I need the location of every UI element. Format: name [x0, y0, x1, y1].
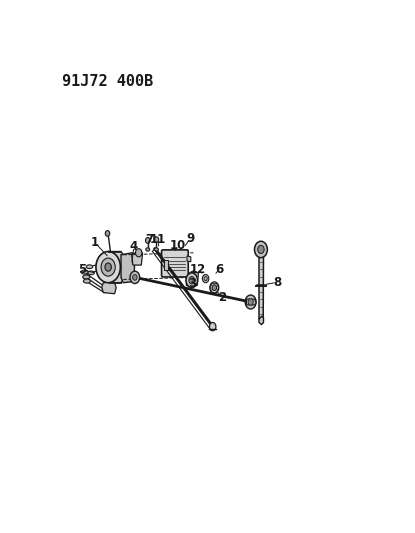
- Polygon shape: [259, 317, 264, 325]
- Text: 9: 9: [186, 232, 194, 245]
- Text: 2: 2: [218, 290, 227, 304]
- Circle shape: [212, 285, 217, 290]
- Polygon shape: [121, 253, 135, 282]
- Polygon shape: [102, 282, 116, 294]
- Text: 8: 8: [273, 276, 281, 289]
- Text: 11: 11: [150, 233, 166, 246]
- Circle shape: [210, 282, 219, 293]
- Text: 1: 1: [90, 236, 99, 249]
- Circle shape: [186, 273, 198, 288]
- Circle shape: [210, 322, 216, 330]
- Circle shape: [133, 274, 137, 280]
- Polygon shape: [187, 256, 191, 262]
- Text: 6: 6: [215, 263, 223, 276]
- Text: 91J72 400B: 91J72 400B: [61, 74, 153, 89]
- Text: 5: 5: [78, 263, 87, 277]
- Circle shape: [96, 252, 120, 282]
- Ellipse shape: [88, 271, 94, 274]
- Ellipse shape: [154, 248, 159, 251]
- Text: 3: 3: [188, 277, 196, 289]
- Circle shape: [154, 237, 159, 243]
- Polygon shape: [186, 271, 198, 286]
- Polygon shape: [259, 254, 264, 320]
- Circle shape: [203, 274, 209, 282]
- Text: 12: 12: [190, 263, 206, 277]
- Circle shape: [254, 241, 267, 257]
- Ellipse shape: [83, 279, 90, 283]
- Circle shape: [136, 248, 142, 257]
- Circle shape: [248, 298, 253, 305]
- Ellipse shape: [83, 275, 90, 279]
- Circle shape: [130, 271, 140, 284]
- Polygon shape: [247, 299, 256, 305]
- Polygon shape: [132, 250, 143, 265]
- FancyBboxPatch shape: [161, 250, 188, 277]
- Ellipse shape: [86, 265, 93, 269]
- Text: 7: 7: [145, 233, 154, 246]
- Circle shape: [189, 277, 195, 284]
- Bar: [164, 260, 168, 270]
- Circle shape: [146, 238, 150, 243]
- Circle shape: [204, 277, 207, 281]
- Text: 10: 10: [170, 239, 186, 252]
- Text: 4: 4: [130, 240, 138, 253]
- Circle shape: [105, 231, 110, 236]
- Ellipse shape: [146, 248, 150, 251]
- Ellipse shape: [81, 270, 88, 274]
- Polygon shape: [108, 252, 123, 282]
- Circle shape: [245, 295, 256, 309]
- Circle shape: [105, 263, 111, 271]
- Circle shape: [101, 258, 115, 276]
- Circle shape: [258, 245, 264, 254]
